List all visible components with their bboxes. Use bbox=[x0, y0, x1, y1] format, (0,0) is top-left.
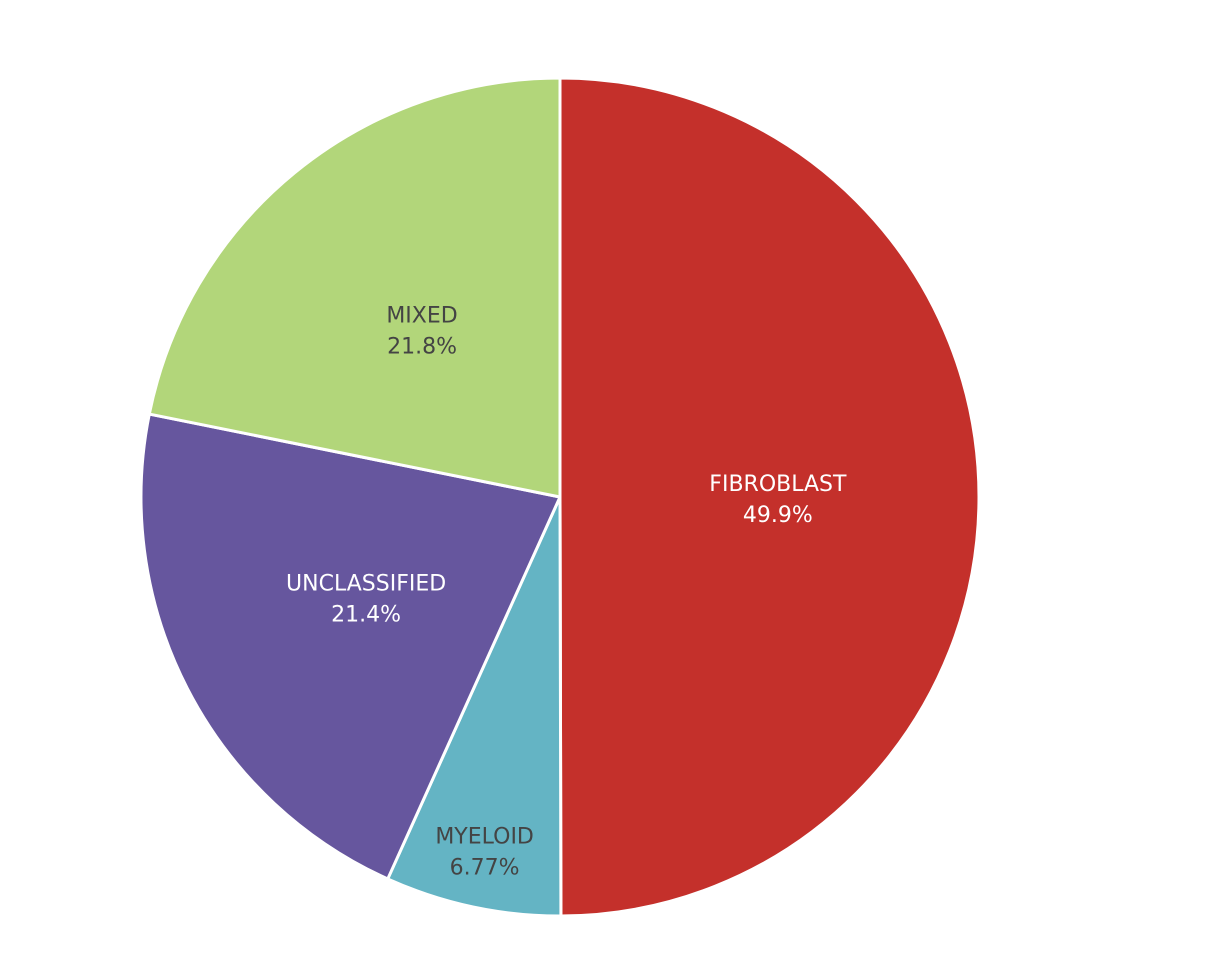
slice-value-fibroblast: 49.9% bbox=[743, 503, 813, 528]
slice-label-mixed: MIXED bbox=[386, 303, 457, 328]
pie-slice-myeloid bbox=[386, 495, 563, 918]
slice-label-myeloid: MYELOID bbox=[435, 824, 534, 849]
slice-label-fibroblast: FIBROBLAST bbox=[709, 472, 847, 497]
slice-value-mixed: 21.8% bbox=[387, 334, 457, 359]
pie-slice-unclassified bbox=[139, 412, 562, 881]
slice-value-unclassified: 21.4% bbox=[331, 602, 401, 627]
slice-label-unclassified: UNCLASSIFIED bbox=[286, 571, 446, 596]
slice-value-myeloid: 6.77% bbox=[450, 855, 520, 880]
pie-slice-fibroblast bbox=[558, 76, 981, 918]
pie-slice-mixed bbox=[147, 76, 562, 499]
